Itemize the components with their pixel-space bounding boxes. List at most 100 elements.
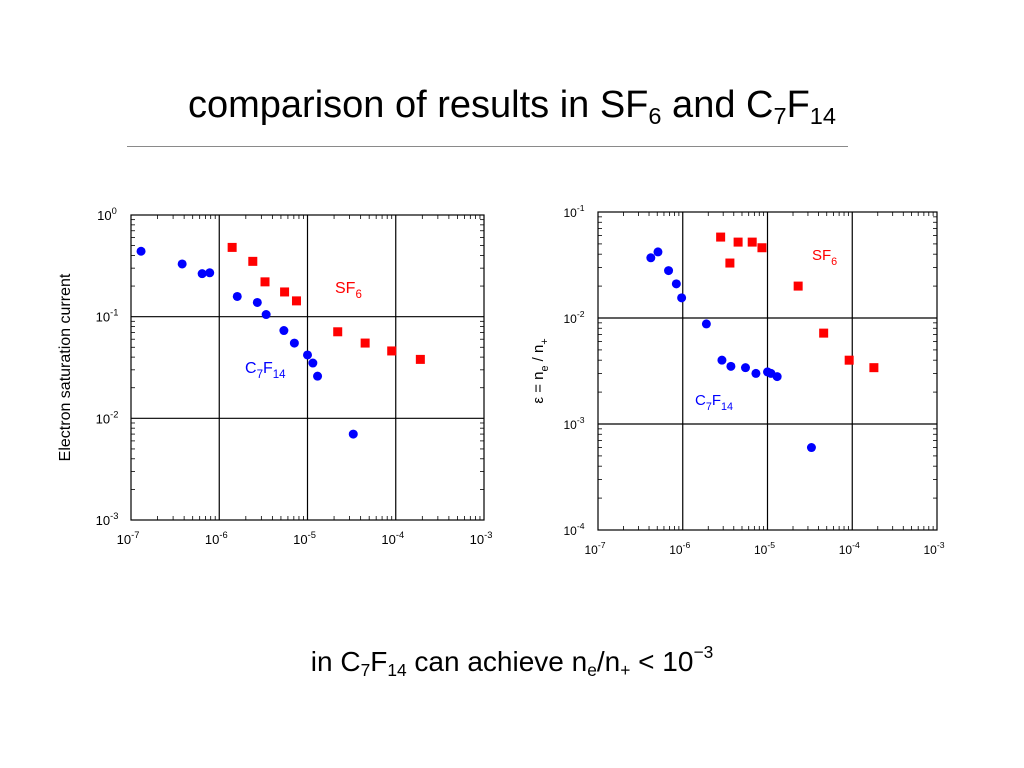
sf6-data-point	[819, 328, 829, 338]
y-tick-exponent: -3	[110, 511, 118, 521]
sf6-data-point	[248, 256, 258, 266]
y-axis-label: ε = ne / n+	[530, 338, 551, 403]
y-tick-label: 10-1	[96, 308, 119, 325]
y-tick-exponent: -3	[577, 415, 585, 425]
series-label: SF6	[335, 280, 362, 301]
c7f14-data-point	[740, 363, 750, 373]
series-label: C7F14	[245, 360, 286, 381]
x-tick-exponent: -5	[308, 530, 316, 540]
y-tick-label: 10-1	[563, 203, 584, 220]
c7f14-data-point	[348, 429, 358, 439]
x-tick-exponent: -3	[484, 530, 492, 540]
c7f14-data-point	[308, 358, 318, 368]
y-tick-base: 10	[563, 206, 577, 220]
sf6-data-point	[260, 277, 270, 287]
y-tick-label: 10-2	[96, 409, 119, 426]
sf6-data-point	[733, 237, 743, 247]
y-tick-label: 100	[97, 206, 117, 223]
x-tick-label: 10-3	[470, 530, 493, 547]
x-tick-base: 10	[117, 532, 131, 547]
slide-caption: in C7F14 can achieve ne/n+ < 10−3	[310, 641, 714, 681]
x-tick-label: 10-6	[669, 540, 690, 557]
y-tick-exponent: -2	[577, 309, 585, 319]
sf6-data-point	[291, 296, 301, 306]
sf6-data-point	[333, 327, 343, 337]
x-tick-label: 10-3	[923, 540, 944, 557]
y-tick-label: 10-2	[563, 309, 584, 326]
x-tick-exponent: -7	[131, 530, 139, 540]
c7f14-data-point	[205, 268, 215, 278]
y-axis-label-text: ε = n	[530, 372, 547, 404]
series-label-text: SF	[812, 247, 831, 264]
c7f14-data-point	[751, 368, 761, 378]
series-label-subscript: 7	[706, 401, 712, 413]
x-tick-base: 10	[923, 543, 937, 557]
y-tick-base: 10	[563, 524, 577, 538]
x-tick-base: 10	[754, 543, 768, 557]
sf6-data-point	[844, 355, 854, 365]
c7f14-data-point	[806, 443, 816, 453]
y-tick-label: 10-3	[563, 415, 584, 432]
x-tick-label: 10-4	[839, 540, 860, 557]
series-label-text: C	[695, 392, 706, 409]
x-tick-base: 10	[470, 532, 484, 547]
x-tick-label: 10-4	[381, 530, 404, 547]
y-tick-base: 10	[96, 411, 110, 426]
c7f14-data-point	[136, 246, 146, 256]
y-tick-exponent: -1	[110, 308, 118, 318]
y-tick-base: 10	[563, 418, 577, 432]
sf6-data-point	[387, 346, 397, 356]
slide-title: comparison of results in SF6 and C7F14	[187, 84, 836, 130]
series-label-subscript: 14	[721, 401, 733, 413]
series-label-subscript: 6	[355, 289, 361, 301]
c7f14-data-point	[664, 266, 674, 276]
sf6-data-point	[747, 237, 757, 247]
c7f14-data-point	[197, 269, 207, 279]
series-label: SF6	[812, 247, 837, 268]
x-tick-label: 10-6	[205, 530, 228, 547]
c7f14-data-point	[177, 259, 187, 269]
c7f14-data-point	[701, 319, 711, 329]
sf6-data-point	[227, 242, 237, 252]
x-tick-base: 10	[205, 532, 219, 547]
x-tick-base: 10	[669, 543, 683, 557]
c7f14-data-point	[671, 279, 681, 289]
sf6-data-point	[716, 232, 726, 242]
series-label-subscript: 14	[273, 369, 286, 381]
c7f14-data-point	[677, 293, 687, 303]
y-axis-label-text: Electron saturation current	[57, 273, 74, 461]
c7f14-data-point	[646, 253, 656, 263]
c7f14-data-point	[303, 350, 312, 360]
c7f14-data-point	[279, 326, 289, 336]
c7f14-data-point	[772, 372, 782, 382]
sf6-data-point	[793, 281, 803, 291]
x-tick-label: 10-7	[117, 530, 140, 547]
x-tick-label: 10-7	[584, 540, 605, 557]
y-tick-base: 10	[563, 312, 577, 326]
series-label-text: SF	[335, 280, 356, 297]
series-label-subscript: 7	[257, 369, 263, 381]
sf6-data-point	[757, 243, 767, 253]
y-tick-exponent: -1	[577, 203, 585, 213]
sf6-data-point	[415, 354, 425, 364]
x-tick-base: 10	[584, 543, 598, 557]
x-tick-exponent: -3	[937, 540, 945, 550]
x-tick-exponent: -4	[396, 530, 404, 540]
x-tick-base: 10	[839, 543, 853, 557]
y-tick-exponent: 0	[112, 206, 117, 216]
series-label-subscript: 6	[831, 256, 837, 268]
title-divider	[127, 146, 848, 147]
c7f14-data-point	[232, 291, 242, 301]
x-tick-base: 10	[293, 532, 307, 547]
series-label: C7F14	[695, 392, 733, 413]
c7f14-data-point	[313, 371, 323, 381]
c7f14-data-point	[261, 310, 271, 320]
sf6-data-point	[869, 363, 879, 373]
sf6-data-point	[725, 258, 735, 268]
x-tick-base: 10	[381, 532, 395, 547]
x-tick-label: 10-5	[754, 540, 775, 557]
x-tick-exponent: -4	[852, 540, 860, 550]
x-tick-exponent: -6	[219, 530, 227, 540]
y-tick-base: 10	[96, 513, 110, 528]
